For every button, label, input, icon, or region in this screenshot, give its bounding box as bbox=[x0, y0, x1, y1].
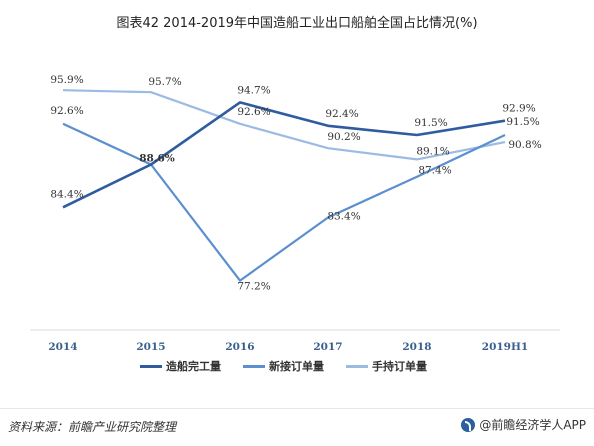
legend-swatch bbox=[243, 364, 265, 368]
x-tick-label: 2017 bbox=[313, 341, 342, 353]
brand-icon bbox=[461, 417, 476, 432]
x-tick-label: 2014 bbox=[48, 341, 77, 353]
series-line-3 bbox=[62, 89, 506, 161]
data-label: 90.8% bbox=[508, 139, 541, 151]
data-label: 95.7% bbox=[148, 76, 181, 88]
legend-item: 新接订单量 bbox=[243, 358, 324, 374]
data-label: 88.6% bbox=[139, 153, 175, 165]
x-tick-label: 2019H1 bbox=[482, 341, 528, 353]
data-label: 91.5% bbox=[506, 116, 539, 128]
data-label: 92.9% bbox=[502, 103, 535, 115]
x-tick-label: 2018 bbox=[402, 341, 431, 353]
series-line-2 bbox=[62, 122, 506, 282]
legend-item: 手持订单量 bbox=[346, 358, 427, 374]
data-label: 94.7% bbox=[237, 84, 270, 96]
data-label: 92.6% bbox=[50, 105, 83, 117]
x-tick-label: 2016 bbox=[225, 341, 254, 353]
legend-label: 造船完工量 bbox=[166, 360, 221, 373]
data-label: 89.1% bbox=[416, 145, 449, 157]
data-label: 90.2% bbox=[327, 131, 360, 143]
data-label: 77.2% bbox=[237, 281, 270, 293]
data-label: 84.4% bbox=[50, 188, 83, 200]
legend-label: 新接订单量 bbox=[269, 360, 324, 373]
legend: 造船完工量 新接订单量 手持订单量 bbox=[0, 358, 594, 378]
data-label: 87.4% bbox=[418, 165, 451, 177]
chart-title: 图表42 2014-2019年中国造船工业出口船舶全国占比情况(%) bbox=[116, 16, 478, 31]
data-label: 92.4% bbox=[325, 108, 358, 120]
series-line-1 bbox=[62, 101, 506, 209]
data-label: 92.6% bbox=[237, 106, 270, 118]
line-chart: 2014 2015 2016 2017 2018 2019H1 84.4% 88.6% 94.7… bbox=[30, 74, 560, 353]
source-note: 资料来源：前瞻产业研究院整理 bbox=[8, 420, 177, 434]
legend-swatch bbox=[346, 364, 368, 368]
data-label: 95.9% bbox=[50, 74, 83, 86]
data-label: 91.5% bbox=[414, 117, 447, 129]
divider bbox=[0, 408, 594, 409]
legend-label: 手持订单量 bbox=[372, 360, 427, 373]
brand-watermark: @前瞻经济学人APP bbox=[461, 416, 586, 433]
brand-text: @前瞻经济学人APP bbox=[479, 418, 586, 432]
legend-swatch bbox=[140, 364, 162, 368]
x-tick-label: 2015 bbox=[136, 341, 165, 353]
data-label: 83.4% bbox=[327, 210, 360, 222]
legend-item: 造船完工量 bbox=[140, 358, 221, 374]
